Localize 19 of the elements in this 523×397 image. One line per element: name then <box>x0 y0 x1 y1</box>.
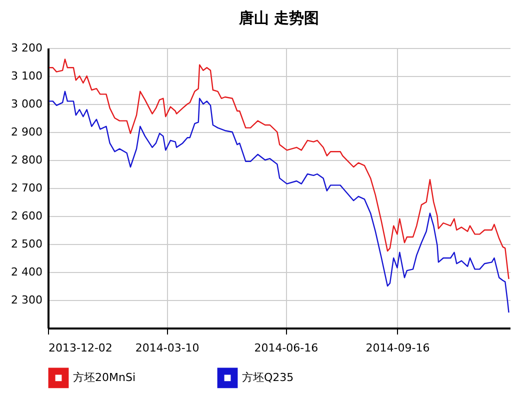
y-tick-label: 3 100 <box>11 70 42 82</box>
x-tick-label: 2014-03-10 <box>135 342 200 354</box>
y-tick-label: 2 500 <box>11 238 42 250</box>
y-tick-label: 2 800 <box>11 154 42 166</box>
y-tick-label: 2 700 <box>11 182 42 194</box>
y-tick-label: 2 900 <box>11 126 42 138</box>
x-tick-label: 2014-06-16 <box>254 342 318 354</box>
legend-label: 方坯Q235 <box>242 370 294 384</box>
line-series <box>48 90 510 314</box>
y-tick-label: 2 400 <box>11 266 42 278</box>
y-tick-label: 2 300 <box>11 294 42 306</box>
x-tick-label: 2014-09-16 <box>366 342 430 354</box>
chart-title: 唐山 走势图 <box>238 9 320 27</box>
y-tick-label: 3 200 <box>11 42 42 54</box>
x-tick-label: 2013-12-02 <box>48 342 112 354</box>
legend-label: 方坯20MnSi <box>73 370 136 384</box>
y-tick-label: 3 000 <box>11 98 42 110</box>
y-tick-label: 2 600 <box>11 210 42 222</box>
line-series <box>48 58 510 280</box>
